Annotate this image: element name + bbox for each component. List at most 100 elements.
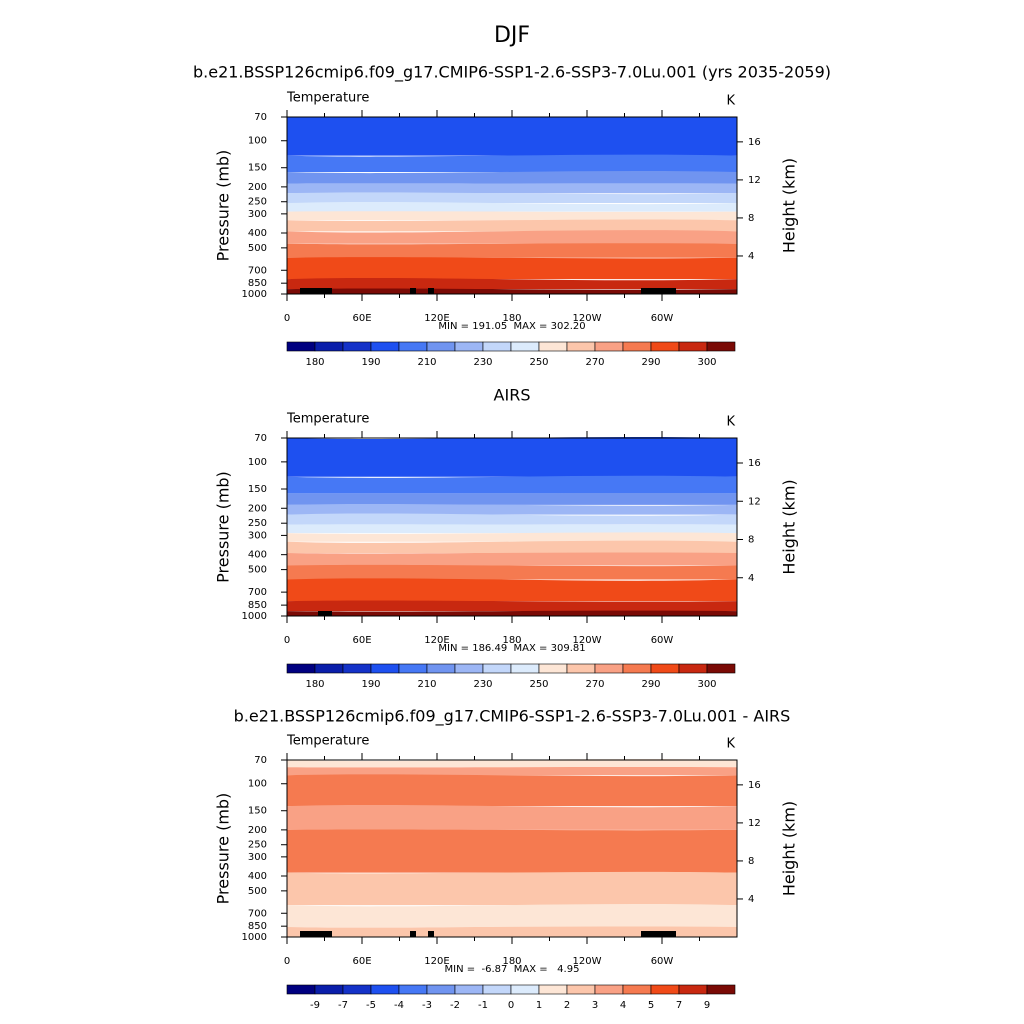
topography xyxy=(428,288,434,294)
panel-left-label: Temperature xyxy=(286,91,369,106)
topography xyxy=(428,931,434,937)
y-tick-label: 400 xyxy=(248,228,267,239)
colorbar-box xyxy=(566,341,596,352)
colorbar-label: -9 xyxy=(310,1000,320,1011)
colorbar-label: 270 xyxy=(585,357,604,368)
y-axis-label: Pressure (mb) xyxy=(214,471,233,583)
colorbar-box xyxy=(538,341,568,352)
topography xyxy=(410,931,416,937)
colorbar-box xyxy=(650,341,680,352)
colorbar-label: 300 xyxy=(697,357,716,368)
colorbar-box xyxy=(454,984,484,995)
x-tick-label: 60W xyxy=(651,313,674,324)
x-tick-label: 120E xyxy=(424,635,449,646)
contour-band xyxy=(287,493,737,505)
contour-band xyxy=(287,243,737,258)
colorbar-box xyxy=(622,663,652,674)
colorbar-box xyxy=(706,984,736,995)
contour-band xyxy=(287,154,737,173)
x-tick-label: 120W xyxy=(573,956,602,967)
colorbar-box xyxy=(706,663,736,674)
y-tick-label: 150 xyxy=(248,806,267,817)
colorbar-box xyxy=(426,341,456,352)
colorbar-label: 5 xyxy=(648,1000,654,1011)
contour-band xyxy=(287,277,737,290)
x-tick-label: 0 xyxy=(284,313,290,324)
contour-band xyxy=(287,758,737,768)
colorbar-box xyxy=(342,984,372,995)
colorbar-box xyxy=(650,663,680,674)
colorbar-box xyxy=(622,341,652,352)
colorbar-box xyxy=(538,663,568,674)
colorbar-box xyxy=(454,663,484,674)
y-tick-label: 100 xyxy=(248,136,267,147)
contour-band xyxy=(287,600,737,612)
y2-tick-label: 16 xyxy=(748,137,761,148)
y-tick-label: 1000 xyxy=(242,932,267,943)
x-tick-label: 60E xyxy=(352,313,371,324)
y-tick-label: 700 xyxy=(248,908,267,919)
contour-band xyxy=(287,904,737,927)
x-tick-label: 60E xyxy=(352,956,371,967)
y2-tick-label: 12 xyxy=(748,496,761,507)
colorbar-box xyxy=(622,984,652,995)
contour-band xyxy=(287,532,737,542)
colorbar-box xyxy=(566,663,596,674)
y-tick-label: 500 xyxy=(248,886,267,897)
contour-band xyxy=(287,201,737,212)
x-tick-label: 180 xyxy=(502,313,521,324)
y-tick-label: 250 xyxy=(248,197,267,208)
panel-title: b.e21.BSSP126cmip6.f09_g17.CMIP6-SSP1-2.… xyxy=(234,707,791,727)
x-tick-label: 120E xyxy=(424,956,449,967)
colorbar-label: 7 xyxy=(676,1000,682,1011)
y2-tick-label: 4 xyxy=(748,251,754,262)
contour-band xyxy=(287,288,737,294)
contour-band xyxy=(287,926,737,937)
colorbar-label: 250 xyxy=(529,679,548,690)
y2-tick-label: 16 xyxy=(748,458,761,469)
colorbar-label: -1 xyxy=(478,1000,488,1011)
topography xyxy=(641,931,676,937)
x-tick-label: 0 xyxy=(284,635,290,646)
colorbar-box xyxy=(678,663,708,674)
y-tick-label: 250 xyxy=(248,840,267,851)
figure-title: DJF xyxy=(494,23,530,48)
colorbar-box xyxy=(650,984,680,995)
colorbar-box xyxy=(678,984,708,995)
x-tick-label: 180 xyxy=(502,635,521,646)
y-tick-label: 850 xyxy=(248,921,267,932)
stats: MIN = 191.05 MAX = 302.20 xyxy=(438,321,585,332)
colorbar-label: 4 xyxy=(620,1000,626,1011)
contour-band xyxy=(287,437,737,477)
contour-band xyxy=(287,829,737,873)
y-tick-label: 300 xyxy=(248,852,267,863)
y-axis-label: Pressure (mb) xyxy=(214,793,233,905)
y-tick-label: 700 xyxy=(248,587,267,598)
contour-band xyxy=(287,170,737,184)
colorbar-label: 190 xyxy=(361,679,380,690)
y-tick-label: 200 xyxy=(248,825,267,836)
colorbar-box xyxy=(510,984,540,995)
colorbar-box xyxy=(370,984,400,995)
y-tick-label: 150 xyxy=(248,163,267,174)
contour-band xyxy=(287,219,737,232)
y-tick-label: 100 xyxy=(248,779,267,790)
colorbar-box xyxy=(370,663,400,674)
colorbar-box xyxy=(594,341,624,352)
colorbar-box xyxy=(510,663,540,674)
colorbar-box xyxy=(426,663,456,674)
colorbar-label: -2 xyxy=(450,1000,460,1011)
colorbar-label: 210 xyxy=(417,679,436,690)
y2-tick-label: 8 xyxy=(748,213,754,224)
colorbar-label: -3 xyxy=(422,1000,432,1011)
x-tick-label: 60W xyxy=(651,956,674,967)
x-tick-label: 60E xyxy=(352,635,371,646)
y-tick-label: 850 xyxy=(248,278,267,289)
colorbar-label: 2 xyxy=(564,1000,570,1011)
y2-tick-label: 8 xyxy=(748,535,754,546)
panel-right-label: K xyxy=(726,737,735,752)
contour-band xyxy=(287,805,737,830)
colorbar-label: 230 xyxy=(473,679,492,690)
y2-tick-label: 4 xyxy=(748,894,754,905)
